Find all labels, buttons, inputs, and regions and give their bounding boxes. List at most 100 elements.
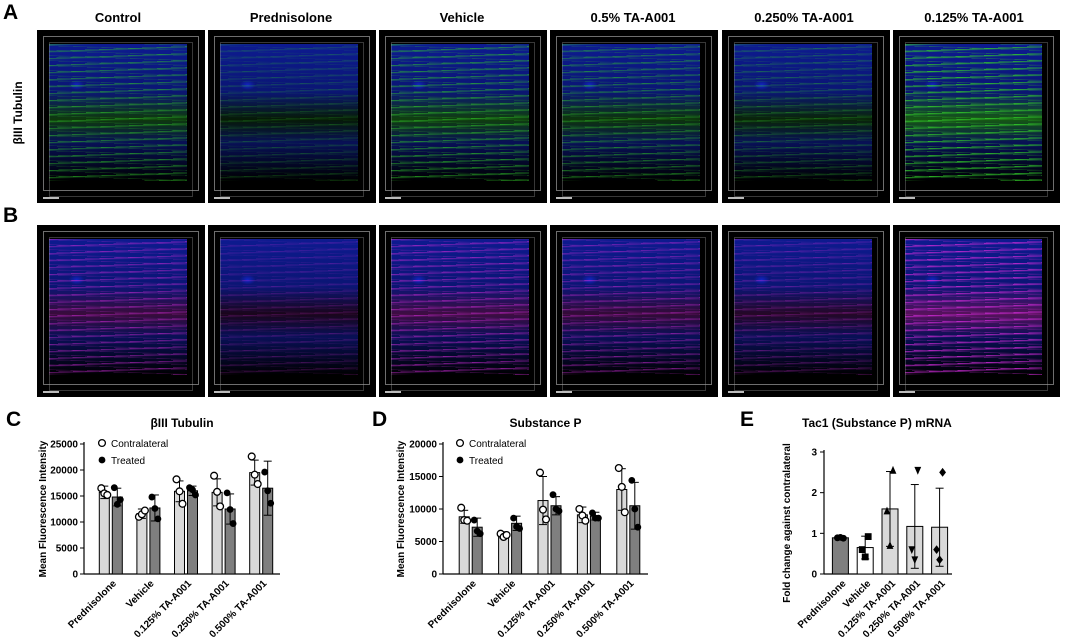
y-tick-label: 25000 — [50, 440, 78, 451]
substance-p-micrograph — [722, 225, 890, 397]
data-point-treated — [116, 496, 124, 504]
y-tick-label: 0 — [431, 570, 437, 581]
data-point-treated — [148, 493, 156, 501]
substance-p-micrograph — [550, 225, 718, 397]
data-point-contralateral — [614, 463, 623, 473]
tubulin-micrograph — [722, 30, 890, 203]
legend-label-contralateral: Contralateral — [469, 439, 526, 450]
data-point — [908, 546, 916, 554]
y-tick-label: 2 — [811, 488, 817, 499]
data-point-treated — [555, 507, 563, 515]
tubulin-micrograph — [379, 30, 547, 203]
y-tick-label: 0 — [72, 570, 78, 581]
data-point-contralateral — [247, 452, 256, 461]
bar-treated — [589, 515, 601, 575]
legend-label-contralateral: Contralateral — [111, 439, 168, 450]
substance-p-micrograph — [37, 225, 205, 397]
data-point — [933, 545, 940, 554]
data-point-treated — [634, 523, 642, 531]
data-point-treated — [192, 491, 199, 499]
legend-label-treated: Treated — [111, 456, 145, 467]
data-point-treated — [470, 516, 478, 524]
data-point — [889, 465, 897, 474]
data-point-treated — [110, 484, 118, 492]
legend-marker-contralateral — [97, 438, 107, 448]
y-axis-label: Mean Fluorescence Intensity — [38, 440, 49, 577]
data-point-contralateral — [581, 516, 590, 525]
legend-label-treated: Treated — [469, 456, 503, 467]
data-point-contralateral — [463, 516, 472, 525]
data-point-treated — [510, 514, 517, 522]
data-point-contralateral — [538, 505, 548, 514]
bar-treated — [187, 490, 198, 575]
column-title: Prednisolone — [249, 10, 333, 25]
data-point-treated — [264, 487, 272, 495]
substance-p-micrograph — [893, 225, 1060, 397]
data-point-contralateral — [457, 503, 466, 512]
y-tick-label: 15000 — [409, 472, 437, 483]
x-tick-label: Prednisolone — [66, 578, 119, 631]
data-point-treated — [549, 491, 557, 499]
tubulin-micrograph — [893, 30, 1060, 203]
y-tick-label: 15000 — [50, 492, 78, 503]
chart-title: Substance P — [509, 416, 581, 430]
panel-letter-b: B — [3, 204, 19, 227]
y-axis-label: Fold change against contralateral — [782, 443, 793, 603]
data-point — [837, 534, 844, 541]
data-point-contralateral — [140, 506, 149, 515]
bar — [831, 537, 849, 575]
column-title: Control — [94, 10, 142, 25]
column-title: 0.125% TA-A001 — [924, 10, 1024, 25]
chart-c: βIII Tubulin Mean Fluorescence Intensity 0… — [38, 416, 280, 640]
column-title: Vehicle — [439, 10, 485, 25]
column-title: 0.5% TA-A001 — [590, 10, 676, 25]
x-tick-label: Vehicle — [486, 578, 518, 610]
row-label-tubulin: βIII Tubulin — [11, 81, 25, 145]
bar-contralateral — [136, 513, 148, 575]
bar-treated — [111, 496, 123, 575]
data-point-contralateral — [535, 468, 545, 477]
x-tick-label: Prednisolone — [426, 578, 479, 631]
data-point-contralateral — [175, 487, 184, 496]
data-point-treated — [226, 506, 234, 513]
data-point — [858, 546, 866, 553]
legend-marker-treated — [456, 456, 464, 464]
data-point-contralateral — [620, 508, 629, 517]
legend-marker-treated — [98, 456, 106, 464]
data-point-contralateral — [541, 515, 551, 524]
y-tick-label: 3 — [811, 448, 817, 459]
data-point-contralateral — [210, 471, 219, 480]
data-point-contralateral — [617, 482, 626, 491]
data-point-treated — [476, 530, 484, 538]
panel-letter-e: E — [740, 408, 755, 431]
y-tick-label: 20000 — [50, 466, 78, 477]
data-point-treated — [631, 505, 639, 513]
panel-letter-c: C — [6, 408, 22, 431]
data-point — [911, 556, 919, 565]
y-tick-label: 0 — [811, 570, 817, 581]
data-point-treated — [267, 499, 275, 507]
data-point-treated — [151, 505, 159, 512]
data-point-contralateral — [253, 479, 262, 489]
data-point-contralateral — [575, 504, 584, 514]
data-point-treated — [261, 468, 269, 476]
column-title: 0.250% TA-A001 — [754, 10, 854, 25]
tubulin-micrograph — [550, 30, 718, 203]
y-tick-label: 5000 — [415, 537, 438, 548]
data-point-treated — [154, 515, 162, 523]
substance-p-micrograph — [208, 225, 376, 397]
data-point-treated — [223, 489, 231, 497]
data-point-treated — [189, 486, 196, 494]
bar-contralateral — [458, 516, 470, 575]
chart-d: Substance P Mean Fluorescence Intensity 0 5… — [396, 416, 648, 640]
chart-e: Tac1 (Substance P) mRNA Fold change again… — [782, 416, 952, 640]
data-point — [883, 506, 891, 515]
data-point-contralateral — [103, 490, 112, 500]
data-point-treated — [589, 509, 596, 517]
chart-title: Tac1 (Substance P) mRNA — [802, 416, 952, 430]
y-tick-label: 5000 — [56, 544, 79, 555]
substance-p-micrograph — [379, 225, 547, 397]
panel-letter-d: D — [372, 408, 388, 431]
data-point-treated — [595, 514, 602, 522]
data-point — [914, 466, 922, 475]
